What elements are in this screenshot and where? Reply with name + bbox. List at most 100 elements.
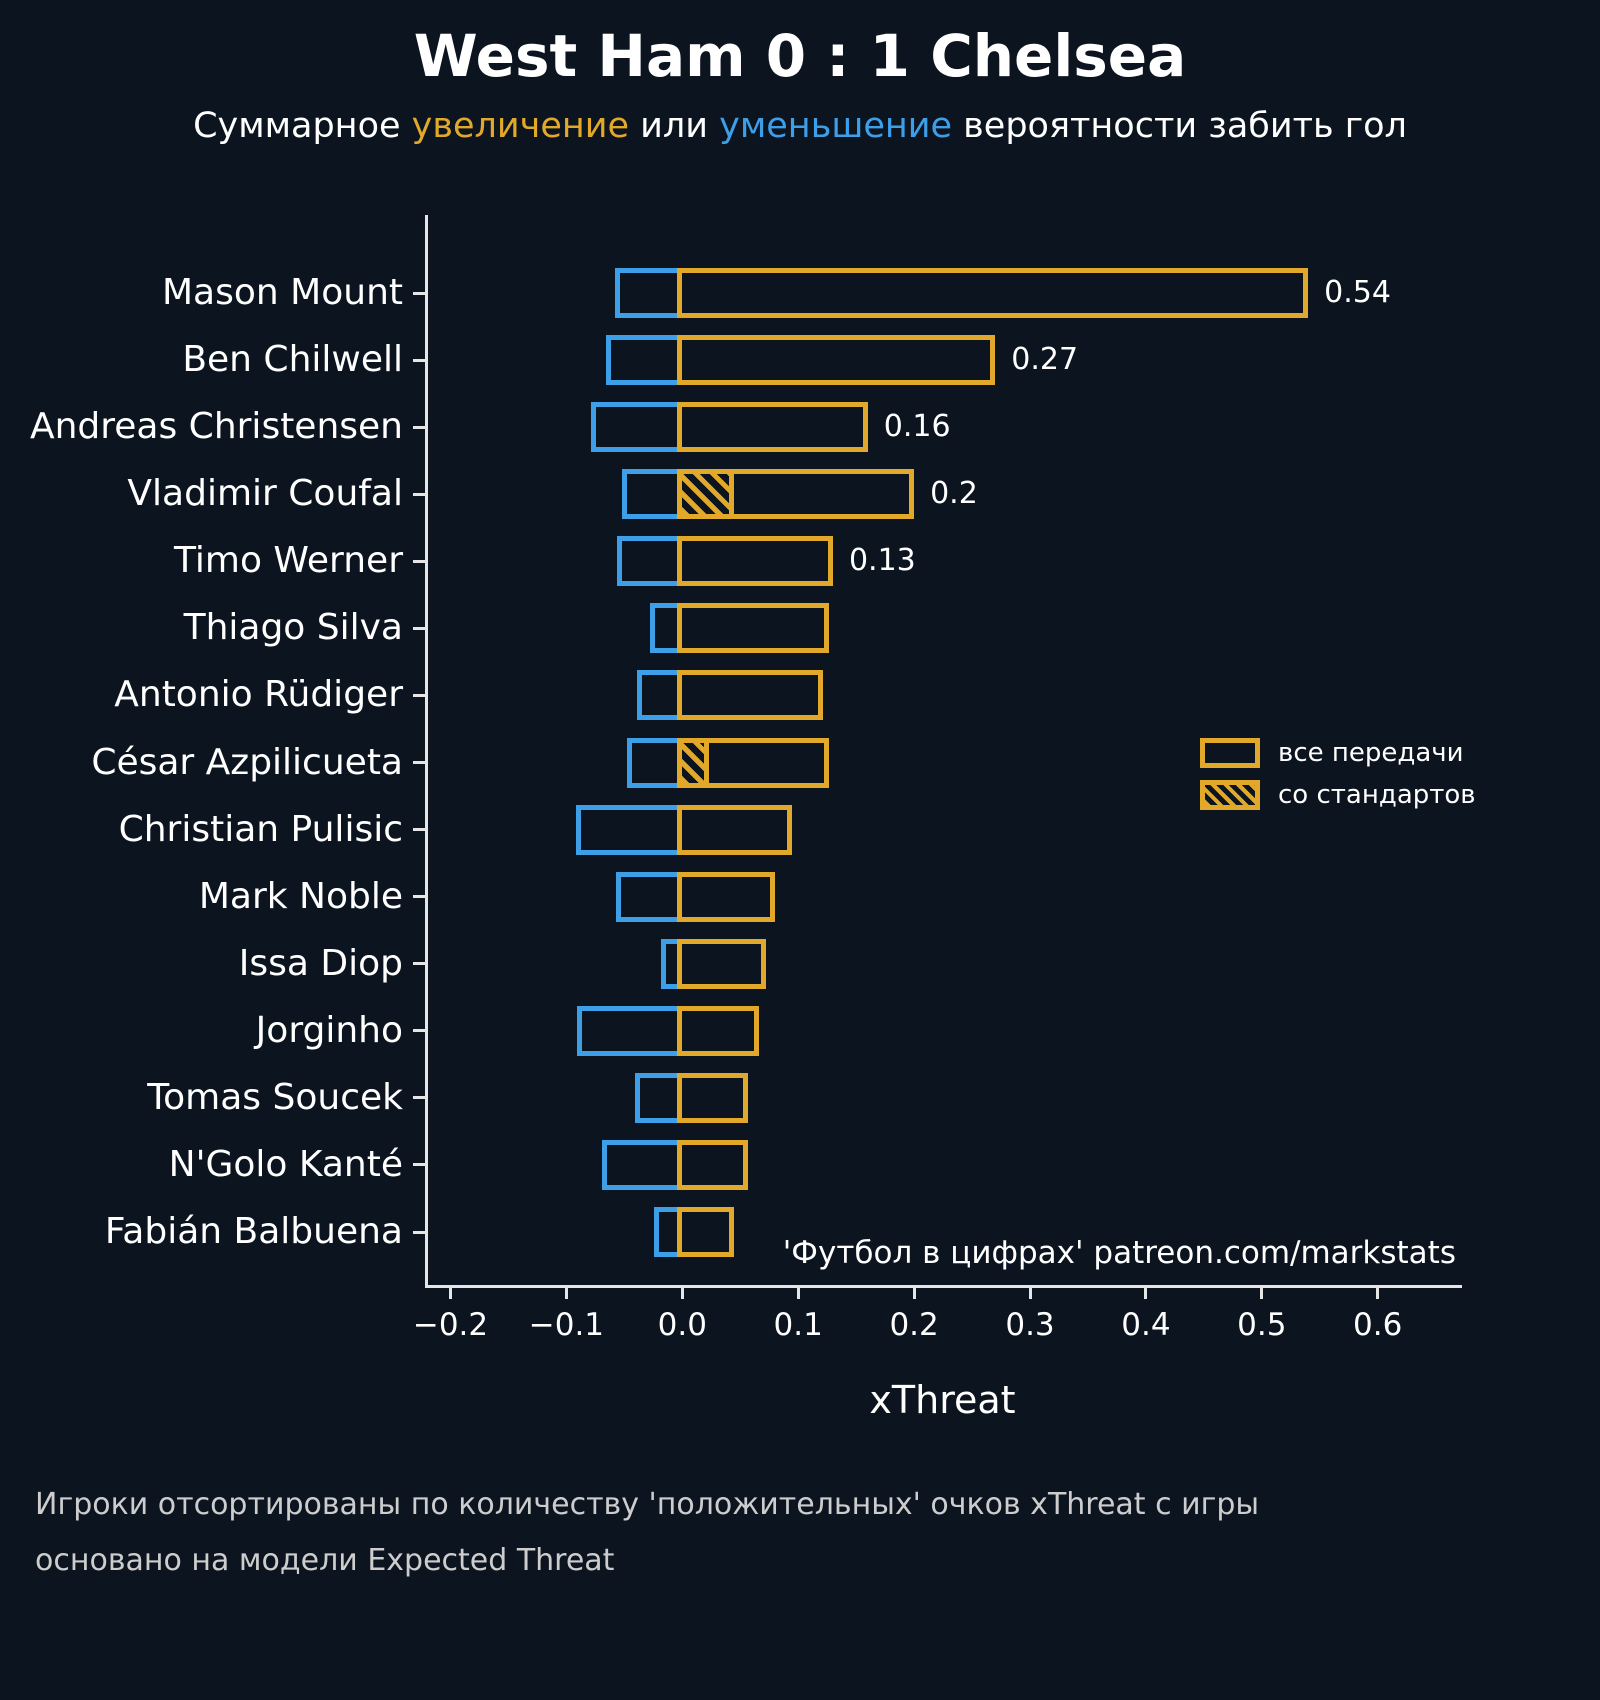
y-tick	[413, 761, 425, 764]
legend-item-set-pieces: со стандартов	[1200, 780, 1476, 810]
footer-note-2: основано на модели Expected Threat	[35, 1543, 615, 1578]
y-tick	[413, 1029, 425, 1033]
y-axis-label: Ben Chilwell	[182, 339, 403, 381]
x-axis-title: xThreat	[869, 1378, 1016, 1422]
y-axis-label: Christian Pulisic	[118, 808, 403, 850]
subtitle-suffix: вероятности забить гол	[952, 106, 1407, 146]
legend-swatch-all-passes	[1200, 738, 1260, 768]
x-tick-label: 0.0	[657, 1307, 707, 1343]
y-tick	[413, 626, 425, 630]
bar-positive	[677, 1139, 749, 1190]
y-tick	[413, 828, 425, 832]
bar-positive	[677, 1207, 735, 1257]
bar-negative	[637, 670, 683, 721]
x-tick-label: −0.1	[528, 1307, 605, 1343]
bar-positive	[677, 670, 823, 721]
y-axis-label: Andreas Christensen	[29, 406, 403, 448]
y-tick	[413, 291, 425, 295]
y-axis-label: César Azpilicueta	[91, 741, 403, 783]
value-label: 0.16	[883, 409, 951, 445]
y-tick	[413, 1163, 425, 1167]
x-tick	[564, 1285, 568, 1299]
subtitle-middle: или	[629, 106, 720, 146]
bar-positive	[677, 536, 833, 587]
value-label: 0.27	[1011, 342, 1079, 378]
subtitle-increase-word: увеличение	[411, 106, 630, 146]
y-tick	[413, 425, 425, 429]
y-tick	[413, 492, 425, 496]
x-tick	[448, 1285, 452, 1299]
bar-positive	[677, 1072, 749, 1123]
x-tick-label: 0.3	[1005, 1307, 1055, 1343]
x-tick-label: 0.5	[1237, 1307, 1287, 1343]
x-tick-label: 0.1	[773, 1307, 823, 1343]
y-tick	[413, 1096, 425, 1100]
bar-positive	[677, 804, 793, 855]
legend: все передачи со стандартов	[1200, 738, 1476, 810]
y-axis-label: Thiago Silva	[183, 607, 403, 649]
x-tick	[796, 1285, 800, 1299]
y-tick	[413, 693, 425, 697]
bar-positive	[677, 268, 1309, 318]
value-label: 0.13	[848, 543, 916, 579]
legend-item-all-passes: все передачи	[1200, 738, 1476, 768]
y-axis-label: Jorginho	[255, 1009, 403, 1051]
legend-label-set-pieces: со стандартов	[1278, 780, 1476, 810]
legend-label-all-passes: все передачи	[1278, 738, 1464, 768]
bar-positive	[677, 938, 766, 989]
y-axis-label: Antonio Rüdiger	[114, 674, 403, 716]
bar-negative	[626, 737, 683, 788]
bar-negative	[590, 402, 683, 453]
y-tick	[413, 358, 425, 362]
value-label: 0.2	[930, 476, 978, 512]
y-tick	[413, 1230, 425, 1234]
bar-negative	[634, 1072, 683, 1123]
y-axis-label: N'Golo Kanté	[168, 1143, 403, 1185]
plot-area: 'Футбол в цифрах' patreon.com/markstats …	[30, 215, 1462, 1343]
x-tick	[1028, 1285, 1032, 1299]
x-tick	[1260, 1285, 1264, 1299]
y-tick	[413, 895, 425, 899]
bar-positive	[677, 603, 830, 654]
bar-negative	[575, 804, 683, 855]
footer-note-1: Игроки отсортированы по количеству 'поло…	[35, 1487, 1260, 1522]
bar-negative	[605, 335, 683, 386]
y-tick	[413, 559, 425, 563]
bar-negative	[622, 469, 683, 520]
chart-subtitle: Суммарное увеличение или уменьшение веро…	[0, 106, 1600, 146]
y-axis-line	[425, 215, 428, 1288]
y-axis-label: Mark Noble	[198, 875, 403, 917]
bar-positive	[677, 402, 868, 453]
y-tick	[413, 962, 425, 966]
bar-negative	[617, 536, 683, 587]
bar-negative	[616, 871, 683, 922]
bar-negative	[602, 1139, 683, 1190]
bar-positive	[677, 335, 996, 386]
y-axis-label: Timo Werner	[174, 540, 403, 582]
y-axis-label: Vladimir Coufal	[127, 473, 403, 515]
bar-negative	[615, 268, 683, 318]
x-tick-label: 0.2	[889, 1307, 939, 1343]
bar-set-piece	[677, 469, 735, 520]
x-tick	[680, 1285, 684, 1299]
page-title: West Ham 0 : 1 Chelsea	[413, 22, 1187, 90]
y-axis-label: Fabián Balbuena	[104, 1211, 403, 1252]
bar-set-piece	[677, 737, 709, 788]
bar-positive	[677, 1005, 759, 1056]
value-label: 0.54	[1324, 275, 1391, 310]
subtitle-prefix: Суммарное	[193, 106, 412, 146]
y-axis-label: Tomas Soucek	[147, 1076, 403, 1118]
subtitle-decrease-word: уменьшение	[719, 106, 953, 146]
x-tick-label: 0.4	[1121, 1307, 1171, 1343]
x-tick	[912, 1285, 916, 1299]
watermark: 'Футбол в цифрах' patreon.com/markstats	[782, 1235, 1456, 1271]
x-axis-line	[425, 1285, 1462, 1288]
bar-positive	[677, 871, 776, 922]
legend-swatch-set-pieces	[1200, 780, 1260, 810]
x-tick-label: −0.2	[412, 1307, 489, 1343]
x-tick	[1376, 1285, 1380, 1299]
y-axis-label: Mason Mount	[162, 272, 403, 313]
x-tick-label: 0.6	[1353, 1307, 1403, 1343]
y-axis-label: Issa Diop	[238, 942, 403, 984]
